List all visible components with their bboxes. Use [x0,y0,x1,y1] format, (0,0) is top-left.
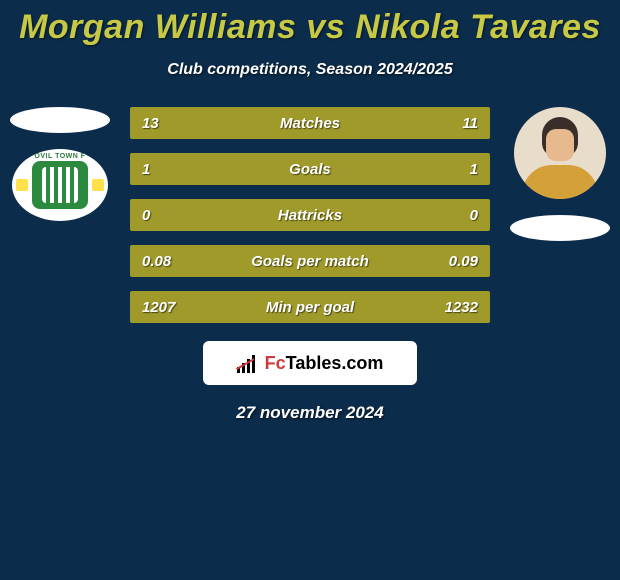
page-subtitle: Club competitions, Season 2024/2025 [0,61,620,79]
left-player-club-badge: OVIL TOWN F [12,149,108,221]
left-player-avatar-blank [10,107,110,133]
stat-row-hattricks: 0 Hattricks 0 [130,199,490,231]
right-player-club-badge-blank [510,215,610,241]
stat-label: Min per goal [190,299,430,316]
stat-row-min-per-goal: 1207 Min per goal 1232 [130,291,490,323]
brand-text: FcTables.com [265,353,384,374]
club-badge-inner [32,161,88,209]
brand-logo: FcTables.com [203,341,417,385]
stat-label: Goals [190,161,430,178]
right-player-avatar [514,107,606,199]
stat-left-value: 1 [142,161,190,178]
stat-label: Hattricks [190,207,430,224]
left-player-column: OVIL TOWN F [0,107,120,221]
stat-right-value: 1 [430,161,478,178]
brand-text-prefix: Fc [265,353,286,373]
stat-right-value: 1232 [430,299,478,316]
stat-left-value: 1207 [142,299,190,316]
club-badge-text: OVIL TOWN F [34,153,85,160]
brand-text-rest: Tables.com [286,353,384,373]
stat-right-value: 11 [430,115,478,132]
stat-label: Goals per match [190,253,430,270]
stat-row-goals-per-match: 0.08 Goals per match 0.09 [130,245,490,277]
stat-rows: 13 Matches 11 1 Goals 1 0 Hattricks 0 0.… [120,107,500,323]
stat-row-goals: 1 Goals 1 [130,153,490,185]
page-title: Morgan Williams vs Nikola Tavares [0,0,620,47]
stat-right-value: 0 [430,207,478,224]
brand-chart-icon [237,353,257,373]
stat-left-value: 0.08 [142,253,190,270]
stat-left-value: 13 [142,115,190,132]
stat-label: Matches [190,115,430,132]
stat-right-value: 0.09 [430,253,478,270]
right-player-column [500,107,620,241]
stat-row-matches: 13 Matches 11 [130,107,490,139]
comparison-panel: OVIL TOWN F 13 Matches 11 1 Goals 1 0 Ha… [0,107,620,323]
stat-left-value: 0 [142,207,190,224]
footer-date: 27 november 2024 [0,403,620,423]
